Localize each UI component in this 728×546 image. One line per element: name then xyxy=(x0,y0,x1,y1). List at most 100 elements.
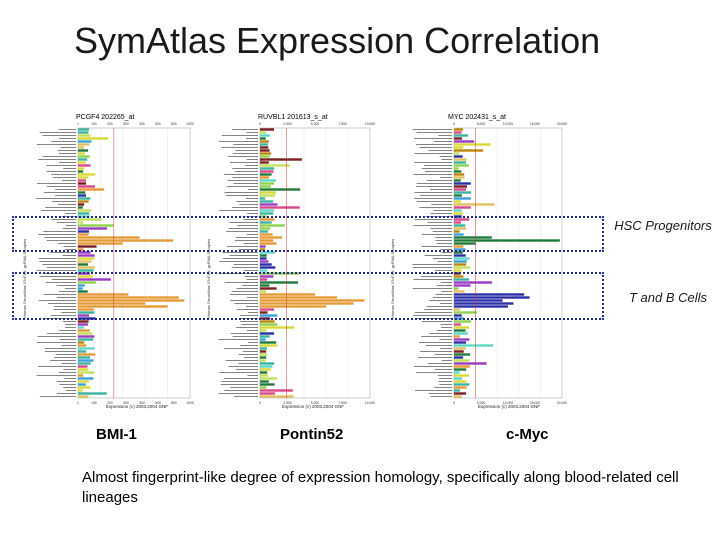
expression-bar xyxy=(78,266,95,269)
sample-label xyxy=(439,339,452,340)
expression-bar xyxy=(78,212,90,215)
sample-label xyxy=(419,147,452,148)
expression-bar xyxy=(260,365,273,368)
expression-bar xyxy=(78,179,87,182)
sample-label xyxy=(421,246,452,247)
expression-bar xyxy=(260,284,270,287)
plot-frame xyxy=(453,127,563,399)
panel-3-footer: Expression (c) 2003,2004 GNF xyxy=(478,404,541,409)
expression-bar xyxy=(78,353,96,356)
sample-label xyxy=(229,222,258,223)
sample-label xyxy=(65,327,76,328)
expression-bar xyxy=(260,179,277,182)
sample-label xyxy=(243,357,258,358)
sample-label xyxy=(224,282,258,283)
expression-bar xyxy=(78,380,89,383)
expression-bar xyxy=(454,275,464,278)
sample-label xyxy=(46,267,76,268)
sample-label xyxy=(434,270,452,271)
expression-bar xyxy=(260,383,275,386)
expression-bar xyxy=(78,227,107,230)
expression-bar xyxy=(454,140,475,143)
expression-bar xyxy=(454,134,469,137)
sample-label xyxy=(36,375,76,376)
expression-bar xyxy=(78,332,93,335)
expression-bar xyxy=(78,269,94,272)
gene-label-pontin52: Pontin52 xyxy=(280,426,344,443)
sample-label xyxy=(65,390,76,391)
sample-label xyxy=(414,219,452,220)
slide-title: SymAtlas Expression Correlation xyxy=(74,20,601,61)
expression-bar xyxy=(260,392,275,395)
sample-label xyxy=(418,357,452,358)
expression-bar xyxy=(260,242,277,245)
panel-3-svg: 0 0 5,000 5,000 10,000 10,000 15,000 15,000 20,0… xyxy=(412,122,567,405)
expression-bar xyxy=(78,161,86,164)
sample-label xyxy=(418,342,452,343)
panel-1-probe-title: PCGF4 202265_at xyxy=(76,114,135,121)
expression-bar xyxy=(454,383,470,386)
sample-label xyxy=(439,156,452,157)
expression-bar xyxy=(260,368,271,371)
sample-label xyxy=(436,285,452,286)
sample-label xyxy=(247,375,258,376)
tick-label: 1 xyxy=(77,122,79,126)
sample-label xyxy=(45,282,76,283)
expression-bar xyxy=(454,287,459,290)
sample-label xyxy=(239,204,258,205)
panel-1-svg: 1 1 100 100 200 200 300 300 400 400 500 500 800 800 10… xyxy=(36,122,194,405)
sample-label xyxy=(234,171,258,172)
expression-bar xyxy=(454,365,470,368)
expression-bar xyxy=(78,263,89,266)
sample-label xyxy=(222,258,258,259)
slide-caption: Almost fingerprint-like degree of expres… xyxy=(82,469,679,506)
expression-bar xyxy=(78,350,87,353)
expression-bar xyxy=(78,155,90,158)
sample-label xyxy=(236,288,258,289)
expression-bar xyxy=(260,311,268,314)
expression-bar xyxy=(454,362,487,365)
expression-bar xyxy=(260,206,300,209)
sample-label xyxy=(55,354,76,355)
expression-bar xyxy=(78,395,89,398)
sample-label xyxy=(46,171,76,172)
expression-bar xyxy=(78,218,102,221)
expression-bar xyxy=(260,344,278,347)
sample-label xyxy=(439,348,452,349)
expression-bar xyxy=(454,137,462,140)
expression-bar xyxy=(260,320,275,323)
sample-label xyxy=(61,312,76,313)
sample-label xyxy=(56,285,76,286)
sample-label xyxy=(246,132,258,133)
expression-bar xyxy=(78,311,95,314)
expression-bar xyxy=(260,173,272,176)
sample-label xyxy=(240,345,258,346)
expression-bar xyxy=(454,224,466,227)
expression-bar xyxy=(454,359,470,362)
t-and-b-cells-label: T and B Cells xyxy=(628,290,708,305)
sample-label xyxy=(54,357,76,358)
hsc-progenitors-box xyxy=(12,216,604,252)
expression-bar xyxy=(260,227,271,230)
sample-label xyxy=(49,252,76,253)
sample-label xyxy=(413,279,452,280)
expression-bar xyxy=(260,233,273,236)
sample-label xyxy=(247,189,258,190)
expression-bar xyxy=(454,395,462,398)
sample-label xyxy=(37,342,76,343)
sample-label xyxy=(247,297,258,298)
expression-bar xyxy=(454,236,492,239)
expression-bar xyxy=(260,260,269,263)
expression-bar xyxy=(78,368,89,371)
sample-label xyxy=(436,330,452,331)
sample-label xyxy=(58,162,76,163)
expression-bar xyxy=(260,371,268,374)
tick-label: 200 xyxy=(107,401,113,405)
sample-label xyxy=(225,360,258,361)
sample-label xyxy=(413,225,452,226)
sample-label xyxy=(64,288,76,289)
sample-label xyxy=(243,243,258,244)
expression-bar xyxy=(78,359,94,362)
expression-bar xyxy=(454,326,470,329)
expression-bar xyxy=(454,380,467,383)
